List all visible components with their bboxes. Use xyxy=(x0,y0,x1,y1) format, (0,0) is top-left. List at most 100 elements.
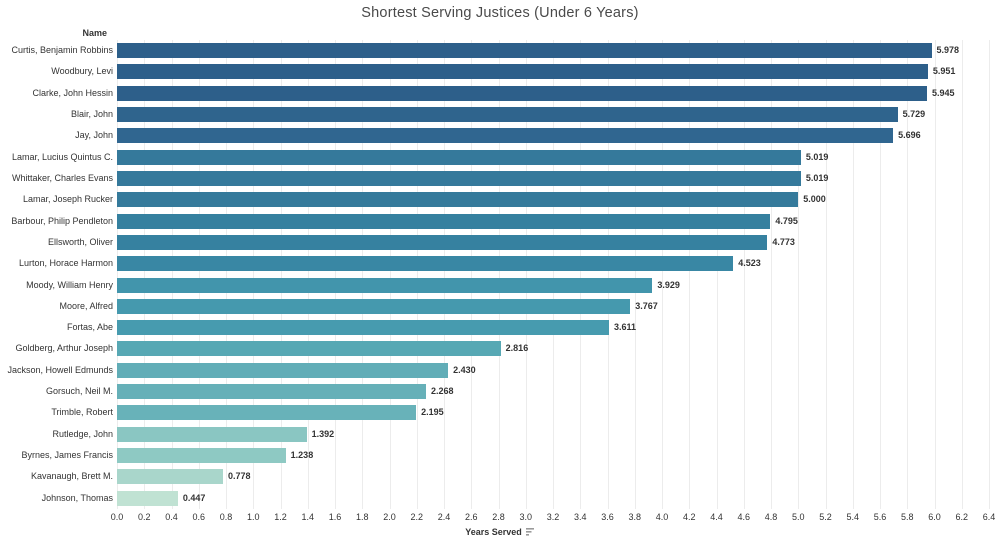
value-label: 2.816 xyxy=(505,343,529,354)
bar[interactable] xyxy=(117,426,307,442)
bar[interactable] xyxy=(117,277,653,293)
row-label[interactable]: Jackson, Howell Edmunds xyxy=(7,364,113,375)
bar[interactable] xyxy=(117,341,501,357)
value-label: 4.795 xyxy=(775,215,798,226)
row-label[interactable]: Curtis, Benjamin Robbins xyxy=(11,45,113,55)
x-axis-tick-label: 0.8 xyxy=(219,512,233,522)
x-axis-tick-label: 2.4 xyxy=(437,512,451,522)
value-label: 0.447 xyxy=(182,492,206,503)
value-label: 5.729 xyxy=(902,108,926,119)
x-axis-title: Years Served xyxy=(0,527,1000,538)
bar[interactable] xyxy=(117,192,799,208)
value-label: 3.611 xyxy=(613,322,637,333)
x-axis-tick-label: 4.4 xyxy=(710,512,723,522)
gridline xyxy=(634,40,636,509)
x-axis-tick-label: 0.0 xyxy=(110,512,124,522)
x-axis-tick-label: 3.2 xyxy=(546,512,560,522)
value-label: 5.019 xyxy=(805,172,829,183)
row-label[interactable]: Ellsworth, Oliver xyxy=(47,236,113,247)
bar[interactable] xyxy=(117,64,928,80)
sort-descending-icon[interactable] xyxy=(525,528,535,538)
gridline xyxy=(880,40,881,509)
row-label[interactable]: Lamar, Joseph Rucker xyxy=(22,194,113,205)
gridline xyxy=(934,40,936,509)
row-label[interactable]: Lurton, Horace Harmon xyxy=(18,258,113,269)
value-label: 5.978 xyxy=(936,45,960,55)
row-label[interactable]: Fortas, Abe xyxy=(66,322,113,333)
row-label[interactable]: Byrnes, James Francis xyxy=(21,450,113,461)
row-label[interactable]: Kavanaugh, Brett M. xyxy=(30,471,113,482)
bar[interactable] xyxy=(117,405,417,421)
bar[interactable] xyxy=(117,320,609,336)
gridline xyxy=(117,40,118,509)
gridline xyxy=(198,40,200,509)
x-axis-tick-label: 3.0 xyxy=(519,512,532,522)
row-label[interactable]: Whittaker, Charles Evans xyxy=(11,172,113,183)
x-axis-tick-label: 1.0 xyxy=(246,512,260,522)
gridline xyxy=(335,40,336,509)
value-label: 5.951 xyxy=(932,66,956,77)
bar[interactable] xyxy=(117,128,894,144)
gridline xyxy=(471,40,473,509)
gridline xyxy=(662,40,663,509)
row-label[interactable]: Johnson, Thomas xyxy=(41,492,113,503)
gridline xyxy=(226,40,227,509)
x-axis-tick-label: 2.6 xyxy=(464,512,478,522)
x-axis-tick-label: 6.2 xyxy=(955,512,968,522)
bar[interactable] xyxy=(117,256,734,272)
value-label: 1.238 xyxy=(290,450,314,461)
bar[interactable] xyxy=(117,234,768,250)
gridline xyxy=(825,40,827,509)
x-axis-tick-label: 1.6 xyxy=(328,512,342,522)
x-axis-tick-label: 5.0 xyxy=(791,512,805,522)
x-axis-tick-label: 2.0 xyxy=(383,512,396,522)
bar[interactable] xyxy=(117,149,801,165)
bar[interactable] xyxy=(117,85,927,101)
x-axis-tick-label: 6.0 xyxy=(928,512,941,522)
row-label[interactable]: Trimble, Robert xyxy=(51,407,113,418)
gridline xyxy=(580,40,582,509)
gridline xyxy=(771,40,772,509)
row-label[interactable]: Jay, John xyxy=(75,130,113,141)
row-label[interactable]: Woodbury, Levi xyxy=(51,66,113,77)
row-label[interactable]: Moody, William Henry xyxy=(26,279,113,290)
row-label[interactable]: Gorsuch, Neil M. xyxy=(45,386,113,397)
value-label: 2.195 xyxy=(421,407,444,418)
value-label: 2.268 xyxy=(431,386,454,397)
bar[interactable] xyxy=(117,384,426,400)
gridline xyxy=(607,40,609,509)
row-label[interactable]: Blair, John xyxy=(70,108,113,119)
value-label: 5.945 xyxy=(932,87,955,98)
gridline xyxy=(144,40,146,509)
row-label[interactable]: Goldberg, Arthur Joseph xyxy=(15,343,113,354)
gridline xyxy=(498,40,500,509)
gridline xyxy=(961,40,963,509)
value-label: 2.430 xyxy=(453,364,476,375)
row-label[interactable]: Rutledge, John xyxy=(52,428,113,439)
bar[interactable] xyxy=(117,298,631,314)
gridline xyxy=(362,40,364,509)
value-label: 4.523 xyxy=(738,258,761,269)
row-label[interactable]: Moore, Alfred xyxy=(59,300,113,311)
gridline xyxy=(553,40,554,509)
x-axis-tick-label: 3.6 xyxy=(601,512,614,522)
x-axis-tick-label: 4.0 xyxy=(655,512,669,522)
bar[interactable] xyxy=(117,43,932,58)
gridline xyxy=(716,40,718,509)
bar[interactable] xyxy=(117,362,449,378)
row-label[interactable]: Clarke, John Hessin xyxy=(32,87,113,98)
x-axis-tick-label: 0.4 xyxy=(165,512,178,522)
x-axis-tick-label: 1.4 xyxy=(301,512,314,522)
bar[interactable] xyxy=(117,106,898,122)
bar[interactable] xyxy=(117,490,178,506)
bar[interactable] xyxy=(117,469,223,485)
x-axis-tick-label: 4.6 xyxy=(737,512,750,522)
row-label[interactable]: Barbour, Philip Pendleton xyxy=(11,215,113,226)
bar[interactable] xyxy=(117,448,286,464)
bar[interactable] xyxy=(117,213,771,229)
bar[interactable] xyxy=(117,170,801,186)
x-axis-tick-label: 4.8 xyxy=(764,512,778,522)
row-label[interactable]: Lamar, Lucius Quintus C. xyxy=(11,151,113,162)
gridline xyxy=(416,40,418,509)
gridline xyxy=(689,40,691,509)
